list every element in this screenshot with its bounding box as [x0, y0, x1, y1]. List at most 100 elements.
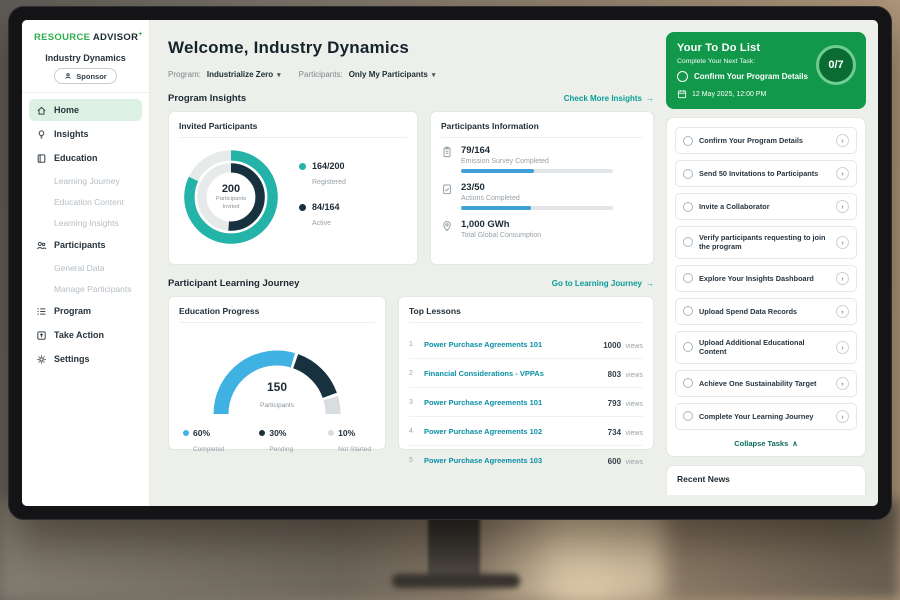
location-pin-icon: [441, 220, 453, 232]
participants-dropdown[interactable]: Only My Participants ▾: [349, 70, 436, 79]
task-row[interactable]: Explore Your Insights Dashboard ›: [675, 264, 857, 292]
todo-summary-card: 0/7 Your To Do List Complete Your Next T…: [666, 32, 866, 109]
task-row[interactable]: Upload Spend Data Records ›: [675, 297, 857, 325]
program-dropdown[interactable]: Industrialize Zero ▾: [207, 70, 281, 79]
chevron-right-icon[interactable]: ›: [836, 271, 849, 285]
chevron-right-icon[interactable]: ›: [836, 376, 849, 390]
collapse-caret-icon: ∧: [792, 438, 798, 448]
task-row[interactable]: Achieve One Sustainability Target ›: [675, 369, 857, 397]
sidebar-item-manage-participants[interactable]: Manage Participants: [29, 279, 142, 298]
checkbox-icon[interactable]: [683, 306, 693, 317]
lesson-link[interactable]: Power Purchase Agreements 101: [424, 397, 543, 407]
todo-due: 12 May 2025, 12:00 PM: [677, 89, 855, 99]
task-label: Achieve One Sustainability Target: [699, 378, 817, 388]
todo-next-task[interactable]: Confirm Your Program Details: [677, 71, 812, 82]
arrow-right-icon: →: [646, 279, 654, 288]
brand-plus: +: [138, 31, 143, 38]
sidebar-item-label: General Data: [54, 262, 105, 273]
chevron-right-icon[interactable]: ›: [836, 235, 849, 249]
sidebar-item-take-action[interactable]: Take Action: [29, 324, 142, 346]
sidebar-item-settings[interactable]: Settings: [29, 348, 142, 370]
main-content: Welcome, Industry Dynamics Program: Indu…: [150, 20, 664, 506]
legend-value: 84/164: [312, 202, 340, 212]
task-label: Explore Your Insights Dashboard: [699, 273, 814, 283]
divider: [22, 92, 149, 94]
checkbox-icon[interactable]: [683, 273, 693, 284]
task-label: Verify participants requesting to join t…: [699, 233, 826, 252]
lesson-row: 2 Financial Considerations - VPPAs 803 v…: [409, 359, 643, 388]
person-icon: [64, 72, 72, 80]
chevron-right-icon[interactable]: ›: [836, 409, 849, 423]
lesson-link[interactable]: Power Purchase Agreements 101: [424, 339, 543, 349]
chevron-right-icon[interactable]: ›: [836, 167, 849, 180]
sidebar-item-home[interactable]: Home: [29, 99, 142, 122]
sidebar-item-general-data[interactable]: General Data: [29, 258, 142, 277]
task-row[interactable]: Upload Additional Educational Content ›: [675, 330, 857, 364]
task-row[interactable]: Confirm Your Program Details ›: [675, 127, 857, 154]
checkbox-icon[interactable]: [683, 342, 693, 353]
progress-fill: [461, 206, 531, 210]
sidebar-item-participants[interactable]: Participants: [29, 234, 142, 256]
lesson-row: 5 Power Purchase Agreements 103 600 view…: [409, 446, 643, 474]
lesson-link[interactable]: Power Purchase Agreements 102: [424, 426, 543, 436]
book-icon: [36, 153, 47, 164]
info-row: 1,000 GWh Total Global Consumption: [441, 219, 643, 243]
card-title: Participants Information: [441, 121, 643, 138]
invited-participants-card: Invited Participants 200: [168, 111, 418, 265]
task-row[interactable]: Invite a Collaborator ›: [675, 193, 857, 220]
lesson-views: 803 views: [608, 364, 643, 382]
app-logo: RESOURCE ADVISOR+: [22, 29, 149, 47]
go-to-learning-journey-link[interactable]: Go to Learning Journey →: [552, 279, 654, 288]
program-insights-header: Program Insights Check More Insights →: [168, 93, 654, 104]
views-count: 600: [607, 457, 622, 466]
checkbox-icon[interactable]: [683, 237, 693, 248]
legend-value: 60%: [193, 428, 211, 438]
task-row[interactable]: Send 50 Invitations to Participants ›: [675, 160, 857, 187]
sidebar-item-education-content[interactable]: Education Content: [29, 192, 142, 211]
sidebar-item-insights[interactable]: Insights: [29, 123, 142, 145]
legend-label: Completed: [193, 446, 225, 453]
info-label: Total Global Consumption: [461, 232, 542, 239]
sidebar-item-education[interactable]: Education: [29, 147, 142, 169]
gauge-legend: 60% Completed 30% Pending 10% Not Starte…: [179, 422, 375, 456]
lesson-views: 734 views: [608, 422, 643, 440]
legend-item: 60% Completed: [183, 428, 224, 456]
chevron-right-icon[interactable]: ›: [836, 200, 849, 213]
checkbox-icon[interactable]: [683, 378, 693, 389]
checkbox-icon[interactable]: [683, 411, 693, 422]
legend-label: Active: [312, 220, 332, 227]
collapse-tasks-button[interactable]: Collapse Tasks ∧: [675, 436, 857, 451]
checkbox-icon[interactable]: [677, 71, 688, 82]
checkbox-icon[interactable]: [683, 168, 693, 179]
survey-icon: [441, 146, 453, 158]
check-more-insights-link[interactable]: Check More Insights →: [564, 94, 654, 103]
lesson-rank: 1: [409, 340, 413, 348]
card-title: Top Lessons: [409, 306, 643, 323]
sidebar-item-label: Learning Journey: [54, 175, 120, 186]
chevron-right-icon[interactable]: ›: [836, 304, 849, 318]
sidebar-item-label: Manage Participants: [54, 283, 132, 294]
lesson-rank: 4: [409, 427, 413, 435]
card-title: Invited Participants: [179, 121, 407, 138]
people-icon: [36, 240, 47, 251]
task-row[interactable]: Complete Your Learning Journey ›: [675, 402, 857, 430]
chevron-down-icon: ▾: [277, 71, 281, 79]
org-name: Industry Dynamics: [45, 53, 126, 64]
checkbox-icon[interactable]: [683, 201, 693, 212]
lesson-link[interactable]: Financial Considerations - VPPAs: [424, 368, 544, 378]
checkbox-icon[interactable]: [683, 135, 693, 146]
participants-dropdown-value: Only My Participants: [348, 70, 428, 79]
task-row[interactable]: Verify participants requesting to join t…: [675, 226, 857, 259]
lesson-link[interactable]: Power Purchase Agreements 103: [424, 455, 543, 465]
sidebar-item-label: Education Content: [54, 196, 124, 207]
sidebar-item-label: Take Action: [54, 330, 105, 341]
sidebar-item-learning-journey[interactable]: Learning Journey: [29, 171, 142, 190]
info-row: 79/164 Emission Survey Completed: [441, 145, 643, 173]
chevron-right-icon[interactable]: ›: [836, 134, 849, 147]
chevron-right-icon[interactable]: ›: [836, 340, 849, 354]
views-count: 1000: [603, 341, 622, 350]
sidebar-item-program[interactable]: Program: [29, 300, 142, 322]
info-value: 79/164: [461, 145, 491, 156]
sidebar-item-learning-insights[interactable]: Learning Insights: [29, 213, 142, 232]
task-label: Upload Spend Data Records: [699, 306, 798, 316]
